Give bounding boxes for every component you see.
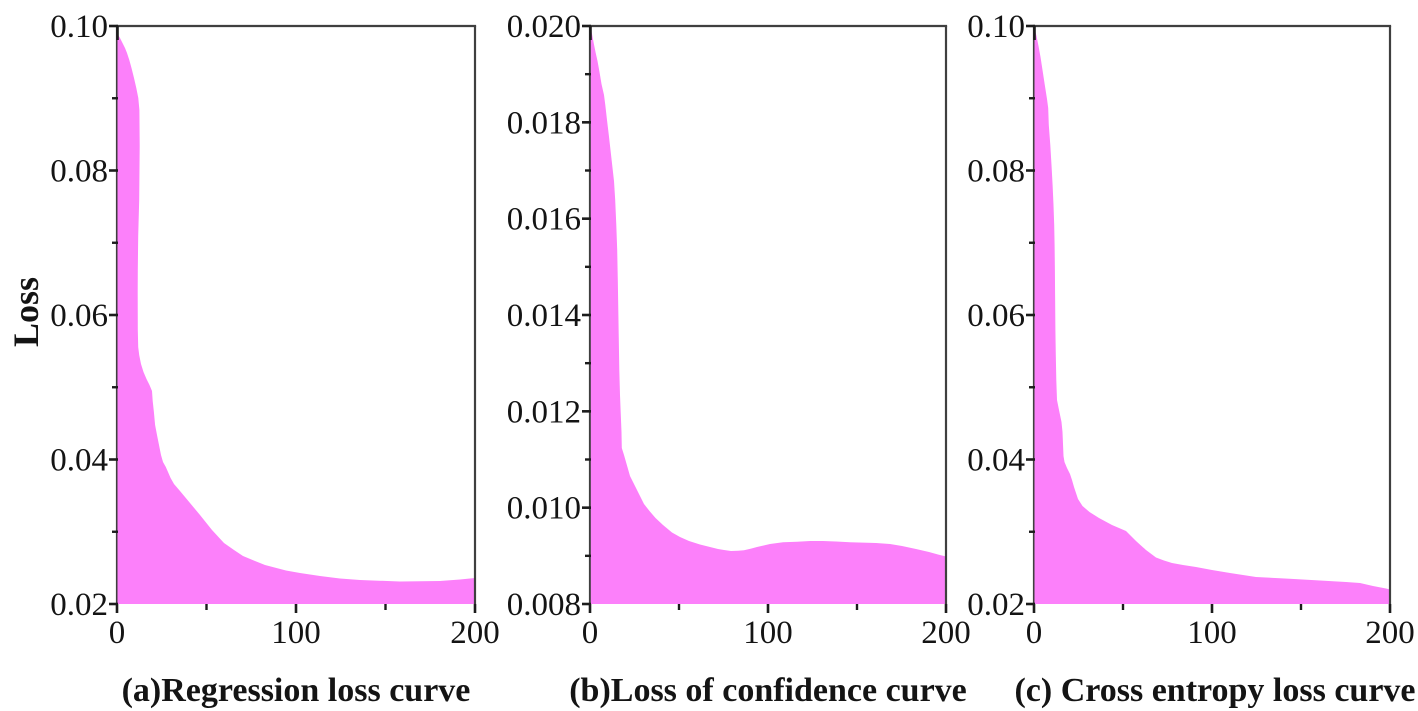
- svg-text:0.018: 0.018: [507, 105, 581, 141]
- svg-text:0.04: 0.04: [967, 443, 1025, 479]
- svg-text:0.02: 0.02: [967, 587, 1025, 623]
- svg-text:200: 200: [450, 615, 500, 651]
- svg-text:Loss: Loss: [6, 277, 46, 347]
- svg-text:0: 0: [109, 615, 126, 651]
- svg-text:0.02: 0.02: [50, 587, 108, 623]
- svg-text:0.016: 0.016: [507, 202, 581, 238]
- svg-text:(a)Regression loss curve: (a)Regression loss curve: [122, 672, 471, 709]
- svg-text:(c) Cross entropy loss curve: (c) Cross entropy loss curve: [1014, 672, 1415, 709]
- svg-text:100: 100: [1187, 615, 1237, 651]
- svg-text:200: 200: [1365, 615, 1415, 651]
- svg-text:0.10: 0.10: [50, 9, 108, 45]
- svg-text:0.010: 0.010: [507, 491, 581, 527]
- svg-text:0.10: 0.10: [967, 9, 1025, 45]
- svg-text:0.08: 0.08: [50, 154, 108, 190]
- svg-text:0.04: 0.04: [50, 443, 108, 479]
- svg-text:0.008: 0.008: [507, 587, 581, 623]
- svg-text:0.06: 0.06: [50, 298, 108, 334]
- svg-text:200: 200: [921, 615, 971, 651]
- svg-text:(b)Loss of confidence curve: (b)Loss of confidence curve: [569, 672, 967, 709]
- svg-text:0.020: 0.020: [507, 9, 581, 45]
- svg-text:0: 0: [1026, 615, 1043, 651]
- svg-text:0.014: 0.014: [507, 298, 581, 334]
- svg-text:0.012: 0.012: [507, 394, 581, 430]
- svg-text:0: 0: [582, 615, 599, 651]
- svg-text:100: 100: [271, 615, 321, 651]
- svg-text:100: 100: [743, 615, 793, 651]
- svg-text:0.06: 0.06: [967, 298, 1025, 334]
- svg-text:0.08: 0.08: [967, 154, 1025, 190]
